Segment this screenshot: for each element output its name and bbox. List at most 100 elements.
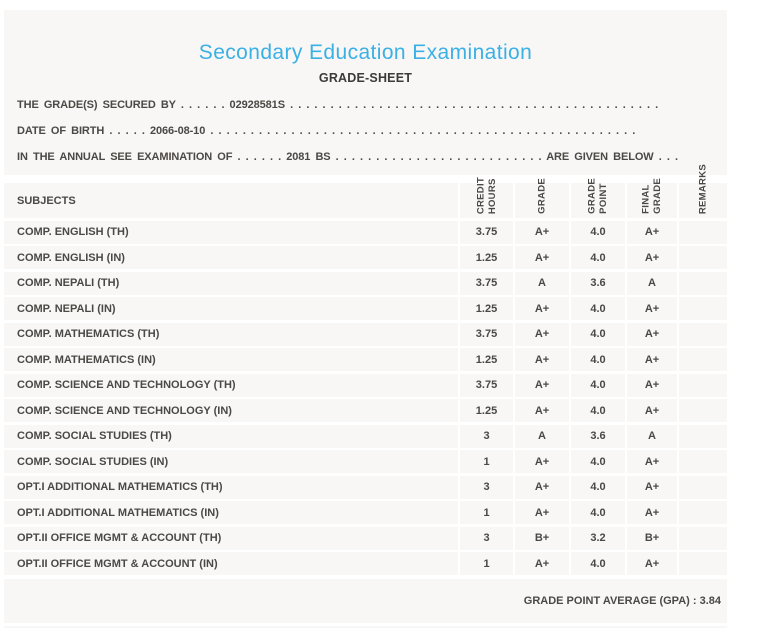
grade-value: A bbox=[515, 271, 569, 295]
table-row: COMP. SCIENCE AND TECHNOLOGY (TH) 3.75 A… bbox=[4, 373, 727, 397]
table-row: OPT.II OFFICE MGMT & ACCOUNT (IN) 1 A+ 4… bbox=[4, 552, 727, 575]
final-grade-value: A+ bbox=[627, 246, 677, 269]
subject-name: COMP. ENGLISH (IN) bbox=[4, 246, 458, 269]
remarks-value bbox=[679, 297, 727, 320]
date-of-birth-line: DATE OF BIRTH . . . . . 2066-08-10 . . .… bbox=[17, 125, 636, 137]
grade-value: B+ bbox=[515, 526, 569, 550]
subject-name: OPT.II OFFICE MGMT & ACCOUNT (IN) bbox=[4, 552, 458, 575]
grade-point-value: 4.0 bbox=[571, 297, 625, 320]
final-grade-value: B+ bbox=[627, 526, 677, 550]
table-row: COMP. SCIENCE AND TECHNOLOGY (IN) 1.25 A… bbox=[4, 399, 727, 422]
remarks-header-label: REMARKS bbox=[697, 163, 709, 214]
grade-point-value: 3.2 bbox=[571, 526, 625, 550]
table-row: COMP. MATHEMATICS (TH) 3.75 A+ 4.0 A+ bbox=[4, 322, 727, 346]
remarks-value bbox=[679, 526, 727, 550]
remarks-value bbox=[679, 322, 727, 346]
remarks-value bbox=[679, 373, 727, 397]
subject-name: COMP. SCIENCE AND TECHNOLOGY (TH) bbox=[4, 373, 458, 397]
grade-value: A+ bbox=[515, 475, 569, 499]
final-grade-header-label: FINAL GRADE bbox=[640, 178, 663, 214]
table-row: COMP. MATHEMATICS (IN) 1.25 A+ 4.0 A+ bbox=[4, 348, 727, 371]
subjects-header-label: SUBJECTS bbox=[17, 194, 76, 207]
final-grade-value: A+ bbox=[627, 475, 677, 499]
final-grade-value: A+ bbox=[627, 501, 677, 524]
table-row: OPT.I ADDITIONAL MATHEMATICS (TH) 3 A+ 4… bbox=[4, 475, 727, 499]
grade-sheet-panel: Secondary Education Examination GRADE-SH… bbox=[4, 10, 727, 628]
credit-hours-value: 3.75 bbox=[460, 322, 513, 346]
credit-hours-value: 1 bbox=[460, 501, 513, 524]
final-grade-value: A+ bbox=[627, 373, 677, 397]
student-info: THE GRADE(S) SECURED BY . . . . . . 0292… bbox=[17, 97, 727, 166]
table-row: COMP. ENGLISH (IN) 1.25 A+ 4.0 A+ bbox=[4, 246, 727, 269]
credit-hours-value: 3 bbox=[460, 424, 513, 448]
credit-hours-value: 1.25 bbox=[460, 348, 513, 371]
remarks-value bbox=[679, 220, 727, 244]
grade-point-value: 4.0 bbox=[571, 399, 625, 422]
credit-hours-value: 1 bbox=[460, 552, 513, 575]
remarks-value bbox=[679, 348, 727, 371]
grade-value: A+ bbox=[515, 501, 569, 524]
credit-hours-value: 3 bbox=[460, 526, 513, 550]
header-section: Secondary Education Examination GRADE-SH… bbox=[4, 10, 727, 175]
subject-name: COMP. NEPALI (IN) bbox=[4, 297, 458, 320]
grade-point-value: 4.0 bbox=[571, 246, 625, 269]
grade-value: A bbox=[515, 424, 569, 448]
table-header-row: SUBJECTS CREDIT HOURS GRADE GRADE POINT … bbox=[4, 164, 727, 218]
grade-value: A+ bbox=[515, 399, 569, 422]
grade-point-value: 4.0 bbox=[571, 552, 625, 575]
subject-name: OPT.II OFFICE MGMT & ACCOUNT (TH) bbox=[4, 526, 458, 550]
credit-hours-value: 3.75 bbox=[460, 373, 513, 397]
subject-name: COMP. MATHEMATICS (TH) bbox=[4, 322, 458, 346]
remarks-value bbox=[679, 501, 727, 524]
credit-hours-header-label: CREDIT HOURS bbox=[475, 176, 498, 214]
grade-point-value: 4.0 bbox=[571, 501, 625, 524]
table-row: COMP. SOCIAL STUDIES (TH) 3 A 3.6 A bbox=[4, 424, 727, 448]
column-header-grade-point: GRADE POINT bbox=[571, 178, 625, 218]
page-subtitle: GRADE-SHEET bbox=[318, 71, 413, 85]
credit-hours-value: 1.25 bbox=[460, 399, 513, 422]
credit-hours-value: 3 bbox=[460, 475, 513, 499]
table-row: COMP. SOCIAL STUDIES (IN) 1 A+ 4.0 A+ bbox=[4, 450, 727, 473]
grade-point-value: 4.0 bbox=[571, 220, 625, 244]
final-grade-value: A+ bbox=[627, 297, 677, 320]
credit-hours-value: 3.75 bbox=[460, 220, 513, 244]
section-divider bbox=[4, 175, 727, 183]
table-row: COMP. NEPALI (IN) 1.25 A+ 4.0 A+ bbox=[4, 297, 727, 320]
grade-point-value: 3.6 bbox=[571, 424, 625, 448]
remarks-value bbox=[679, 552, 727, 575]
table-row: COMP. ENGLISH (TH) 3.75 A+ 4.0 A+ bbox=[4, 220, 727, 244]
final-grade-value: A bbox=[627, 424, 677, 448]
table-row: OPT.II OFFICE MGMT & ACCOUNT (TH) 3 B+ 3… bbox=[4, 526, 727, 550]
remarks-value bbox=[679, 271, 727, 295]
grade-value: A+ bbox=[515, 297, 569, 320]
grade-point-value: 4.0 bbox=[571, 373, 625, 397]
grade-header-label: GRADE bbox=[536, 178, 548, 214]
subject-name: COMP. ENGLISH (TH) bbox=[4, 220, 458, 244]
bottom-section bbox=[4, 626, 727, 628]
subject-name: COMP. SOCIAL STUDIES (IN) bbox=[4, 450, 458, 473]
grade-point-value: 4.0 bbox=[571, 475, 625, 499]
subject-name: OPT.I ADDITIONAL MATHEMATICS (IN) bbox=[4, 501, 458, 524]
final-grade-value: A+ bbox=[627, 399, 677, 422]
remarks-value bbox=[679, 424, 727, 448]
grade-point-value: 4.0 bbox=[571, 322, 625, 346]
column-header-credit-hours: CREDIT HOURS bbox=[460, 177, 513, 218]
page-title: Secondary Education Examination bbox=[198, 41, 533, 64]
grade-point-value: 4.0 bbox=[571, 450, 625, 473]
credit-hours-value: 3.75 bbox=[460, 271, 513, 295]
credit-hours-value: 1.25 bbox=[460, 297, 513, 320]
subject-name: COMP. SOCIAL STUDIES (TH) bbox=[4, 424, 458, 448]
grade-value: A+ bbox=[515, 348, 569, 371]
remarks-value bbox=[679, 399, 727, 422]
grade-value: A+ bbox=[515, 322, 569, 346]
remarks-value bbox=[679, 475, 727, 499]
table-row: OPT.I ADDITIONAL MATHEMATICS (IN) 1 A+ 4… bbox=[4, 501, 727, 524]
column-header-remarks: REMARKS bbox=[679, 164, 727, 218]
final-grade-value: A+ bbox=[627, 450, 677, 473]
grade-value: A+ bbox=[515, 552, 569, 575]
credit-hours-value: 1 bbox=[460, 450, 513, 473]
subject-name: COMP. NEPALI (TH) bbox=[4, 271, 458, 295]
grades-table: SUBJECTS CREDIT HOURS GRADE GRADE POINT … bbox=[4, 164, 727, 575]
subject-name: OPT.I ADDITIONAL MATHEMATICS (TH) bbox=[4, 475, 458, 499]
